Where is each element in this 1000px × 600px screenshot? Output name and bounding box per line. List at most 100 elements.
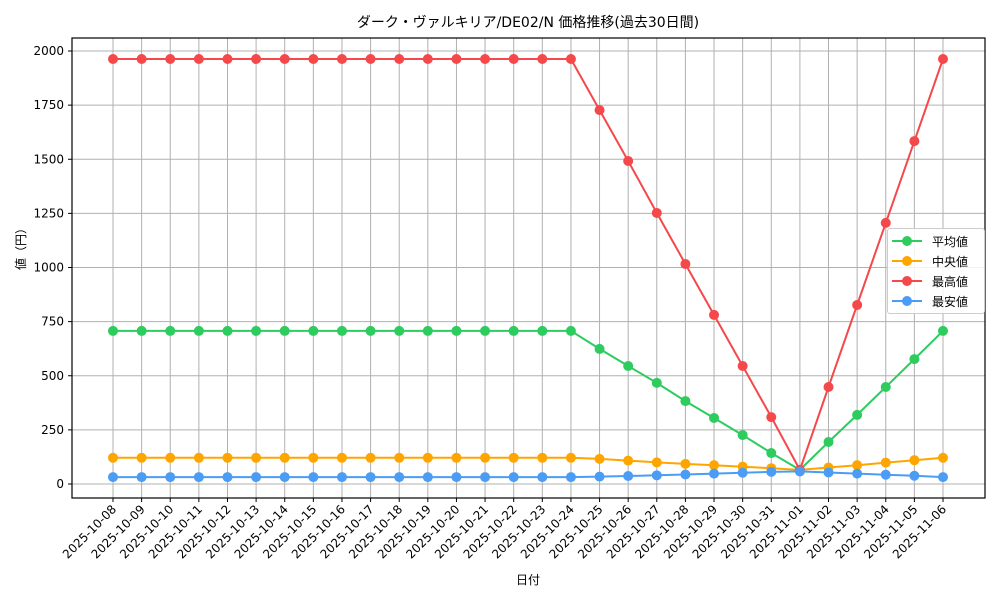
data-point [365,54,376,65]
data-point [852,468,863,479]
data-point [308,325,319,336]
data-point [823,436,834,447]
legend-marker-icon [892,236,922,246]
data-point [880,469,891,480]
data-point [594,471,605,482]
data-point [565,54,576,65]
data-point [451,472,462,483]
data-point [623,470,634,481]
legend-item: 平均値 [892,231,980,251]
data-point [565,325,576,336]
data-point [537,472,548,483]
data-point [365,472,376,483]
data-point [394,452,405,463]
data-point [222,325,233,336]
data-point [938,452,948,463]
data-point [508,325,519,336]
legend-marker-icon [892,296,922,306]
data-point [336,452,347,463]
legend-item: 最安値 [892,291,980,311]
data-point [938,54,948,65]
legend-marker-icon [892,276,922,286]
data-point [165,54,176,65]
grid [72,38,985,498]
data-point [909,354,920,365]
data-point [251,325,262,336]
y-axis: 0 250 500 750 1000 1250 1500 1750 2000 [33,44,72,491]
legend-item: 最高値 [892,271,980,291]
data-point [594,105,605,116]
y-tick-label: 750 [41,315,64,329]
data-point [852,409,863,420]
y-tick-label: 0 [56,477,64,491]
y-tick-label: 250 [41,423,64,437]
data-point [451,452,462,463]
data-point [136,54,147,65]
data-point [709,412,720,423]
data-point [422,54,433,65]
data-point [766,448,777,459]
data-point [136,325,147,336]
x-axis-label: 日付 [516,573,541,587]
data-point [336,54,347,65]
data-point [480,452,491,463]
data-point [222,472,233,483]
data-point [766,466,777,477]
data-point [394,325,405,336]
data-point [108,54,118,65]
series-2 [108,54,948,475]
legend-label: 最高値 [932,274,969,289]
y-tick-label: 1000 [33,261,64,275]
series-0 [108,325,948,475]
data-point [480,472,491,483]
data-point [794,466,805,477]
data-point [623,361,634,372]
y-tick-label: 2000 [33,44,64,58]
data-point [709,468,720,479]
data-point [594,343,605,354]
data-point [651,457,662,468]
data-point [336,472,347,483]
data-point [365,452,376,463]
data-point [823,382,834,393]
data-point [737,430,748,441]
data-point [279,472,290,483]
data-point [909,455,920,466]
data-point [709,309,720,320]
data-point [680,469,691,480]
data-point [709,460,720,471]
data-point [537,452,548,463]
data-point [852,299,863,310]
data-point [251,472,262,483]
data-point [308,472,319,483]
data-point [108,452,118,463]
data-point [880,382,891,393]
data-point [480,325,491,336]
data-point [594,453,605,464]
data-point [394,54,405,65]
data-point [651,207,662,218]
data-point [451,325,462,336]
data-point [279,452,290,463]
data-point [365,325,376,336]
legend-marker-icon [892,256,922,266]
data-point [680,458,691,469]
data-point [108,325,118,336]
data-point [565,472,576,483]
y-tick-label: 500 [41,369,64,383]
chart-title: ダーク・ヴァルキリア/DE02/N 価格推移(過去30日間) [356,15,700,31]
x-axis: 2025-10-082025-10-092025-10-102025-10-11… [60,498,949,561]
y-tick-label: 1500 [33,152,64,166]
data-point [394,472,405,483]
data-point [651,470,662,481]
data-point [909,470,920,481]
legend-label: 最安値 [932,294,969,309]
data-point [108,472,118,483]
data-point [251,452,262,463]
data-point [508,472,519,483]
data-point [909,136,920,147]
data-point [222,54,233,65]
data-point [165,325,176,336]
data-point [136,472,147,483]
